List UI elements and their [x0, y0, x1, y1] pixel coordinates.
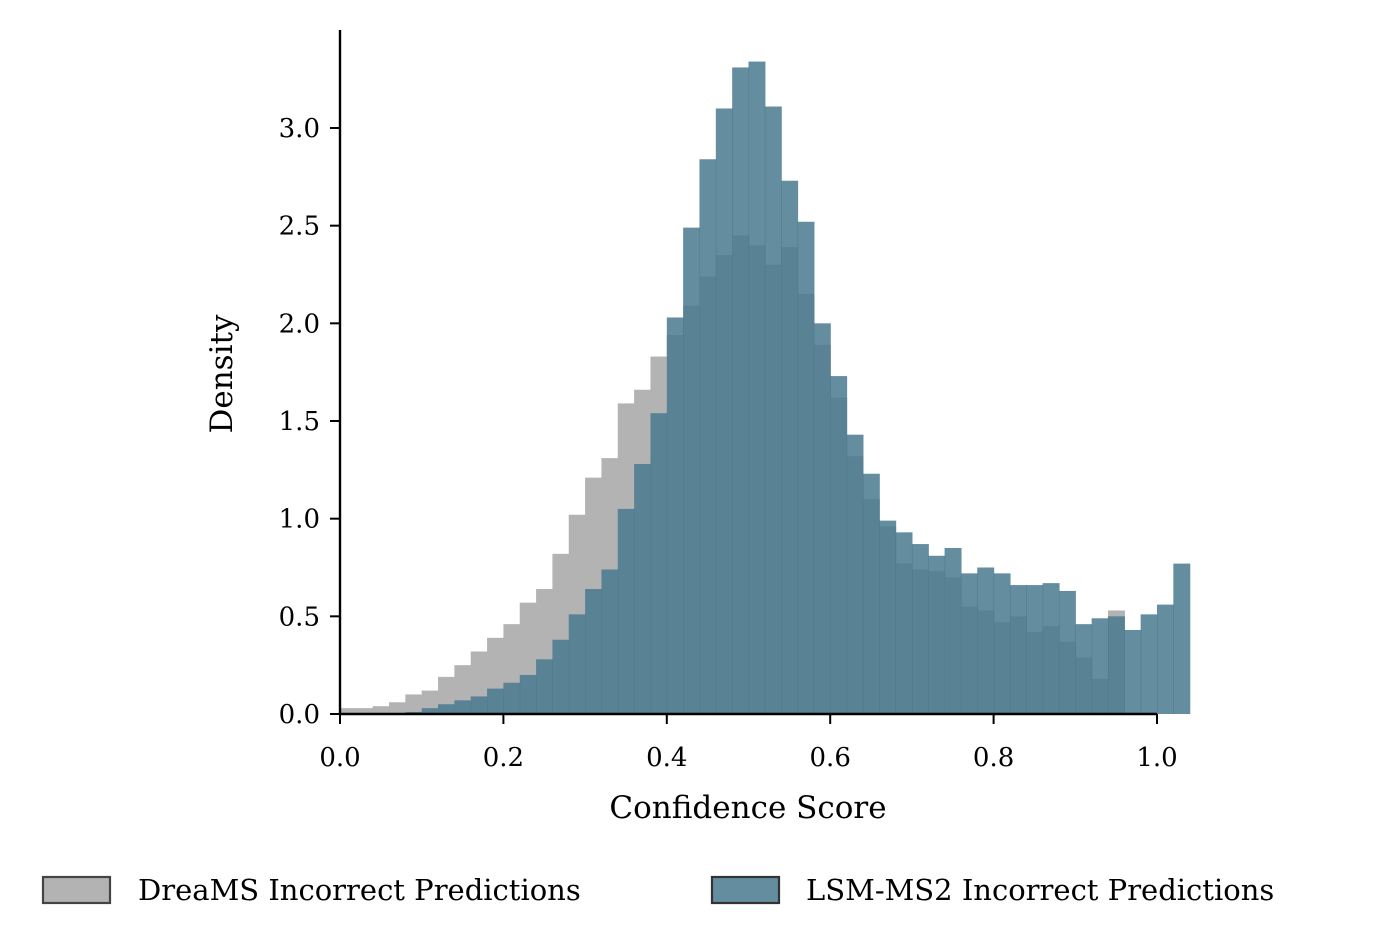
lsm-ms2-bar: [944, 547, 962, 714]
legend: DreaMS Incorrect Predictions LSM-MS2 Inc…: [41, 873, 1274, 907]
legend-label-dreams: DreaMS Incorrect Predictions: [138, 873, 581, 907]
dreams-bar: [372, 706, 390, 714]
lsm-ms2-bar: [764, 106, 782, 715]
x-tick-label: 0.2: [483, 743, 524, 773]
x-tick-label: 1.0: [1136, 743, 1177, 773]
lsm-ms2-bar: [960, 573, 978, 714]
legend-swatch-dreams: [41, 875, 112, 905]
lsm-ms2-bar: [1075, 624, 1093, 714]
lsm-ms2-bar: [993, 573, 1011, 714]
lsm-ms2-bar: [552, 639, 570, 714]
lsm-ms2-bar: [830, 376, 848, 714]
lsm-ms2-bar: [585, 588, 603, 714]
y-ticks: 0.0 0.5 1.0 1.5 2.0 2.5 3.0: [279, 114, 340, 730]
lsm-ms2-bar: [895, 532, 913, 714]
y-tick-label: 0.0: [279, 700, 320, 730]
lsm-ms2-bar: [1140, 614, 1158, 714]
lsm-ms2-bar: [1173, 563, 1191, 714]
lsm-ms2-bars: [389, 61, 1191, 715]
dreams-bar: [356, 708, 374, 714]
lsm-ms2-bar: [928, 555, 946, 714]
lsm-ms2-bar: [454, 700, 472, 714]
x-tick-label: 0.8: [973, 743, 1014, 773]
lsm-ms2-bar: [846, 434, 864, 714]
lsm-ms2-bar: [421, 708, 439, 714]
dreams-bar: [340, 708, 357, 714]
lsm-ms2-bar: [879, 520, 897, 714]
y-tick-label: 1.5: [279, 407, 320, 437]
lsm-ms2-bar: [781, 180, 799, 715]
lsm-ms2-bar: [568, 614, 586, 714]
lsm-ms2-bar: [1026, 585, 1044, 714]
lsm-ms2-bar: [748, 61, 766, 714]
lsm-ms2-bar: [634, 463, 652, 714]
y-tick-label: 3.0: [279, 114, 320, 144]
y-tick-label: 2.5: [279, 212, 320, 242]
x-tick-label: 0.6: [810, 743, 851, 773]
lsm-ms2-bar: [601, 569, 619, 714]
lsm-ms2-bar: [1157, 604, 1174, 714]
lsm-ms2-bar: [813, 323, 831, 714]
lsm-ms2-bar: [977, 567, 995, 714]
x-ticks: 0.0 0.2 0.4 0.6 0.8 1.0: [319, 714, 1178, 773]
lsm-ms2-bar: [1009, 585, 1027, 714]
x-tick-label: 0.0: [319, 743, 360, 773]
lsm-ms2-bar: [487, 688, 504, 714]
lsm-ms2-bar: [715, 108, 733, 714]
x-tick-label: 0.4: [646, 743, 687, 773]
lsm-ms2-bar: [1042, 583, 1060, 714]
dreams-bar: [389, 702, 406, 714]
lsm-ms2-bar: [797, 221, 815, 714]
lsm-ms2-bar: [862, 473, 880, 714]
lsm-ms2-bar: [699, 159, 717, 715]
lsm-ms2-bar: [732, 67, 750, 715]
lsm-ms2-bar: [650, 413, 668, 714]
y-tick-label: 2.0: [279, 309, 320, 339]
y-tick-label: 1.0: [279, 505, 320, 535]
legend-label-lsm-ms2: LSM-MS2 Incorrect Predictions: [806, 873, 1274, 907]
lsm-ms2-bar: [617, 508, 635, 714]
lsm-ms2-bar: [1107, 616, 1125, 714]
lsm-ms2-bar: [1091, 618, 1109, 714]
lsm-ms2-bar: [470, 696, 488, 714]
lsm-ms2-bar: [666, 317, 684, 714]
legend-swatch-lsm-ms2: [710, 875, 781, 905]
x-axis-label: Confidence Score: [609, 790, 886, 826]
lsm-ms2-bar: [1124, 630, 1142, 714]
lsm-ms2-bar: [683, 227, 701, 714]
y-tick-label: 0.5: [279, 602, 320, 632]
lsm-ms2-bar: [503, 682, 521, 714]
lsm-ms2-bar: [911, 544, 929, 714]
lsm-ms2-bar: [438, 704, 455, 714]
lsm-ms2-bar: [1058, 590, 1076, 714]
lsm-ms2-bar: [536, 659, 554, 714]
dreams-bar: [405, 694, 423, 714]
y-axis-label: Density: [204, 314, 240, 433]
lsm-ms2-bar: [519, 674, 537, 714]
